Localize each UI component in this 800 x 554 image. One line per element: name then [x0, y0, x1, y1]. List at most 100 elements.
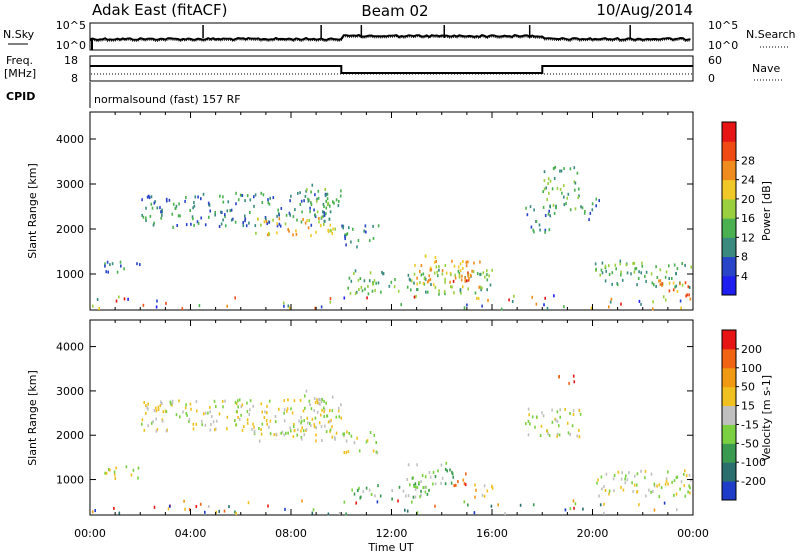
- x-axis-title: Time UT: [367, 541, 413, 554]
- data-cell: [142, 215, 145, 219]
- data-cell: [171, 212, 174, 216]
- data-cell: [141, 213, 143, 217]
- data-cell: [659, 279, 662, 283]
- data-cell: [182, 410, 184, 414]
- data-cell: [253, 425, 255, 429]
- data-cell: [246, 194, 249, 198]
- data-cell: [402, 489, 405, 493]
- data-cell: [222, 200, 225, 204]
- data-cell: [481, 493, 484, 497]
- data-cell: [434, 504, 436, 508]
- data-cell: [573, 380, 576, 384]
- data-cell: [344, 234, 346, 238]
- data-cell: [156, 206, 159, 210]
- data-cell: [291, 411, 294, 415]
- data-cell: [422, 281, 425, 285]
- data-cell: [508, 298, 510, 302]
- data-cell: [209, 405, 211, 409]
- data-cell: [653, 484, 656, 488]
- data-cell: [645, 494, 647, 498]
- data-cell: [679, 282, 681, 286]
- data-cell: [353, 492, 356, 496]
- data-cell: [190, 407, 192, 411]
- data-cell: [258, 427, 260, 430]
- data-cell: [305, 389, 308, 393]
- data-cell: [352, 227, 354, 231]
- data-cell: [136, 262, 138, 266]
- data-cell: [595, 204, 597, 208]
- data-cell: [556, 410, 559, 414]
- freq-left-unit: [MHz]: [4, 67, 36, 80]
- data-cell: [567, 431, 570, 435]
- data-cell: [302, 429, 305, 433]
- data-cell: [224, 224, 227, 228]
- data-cell: [573, 166, 576, 170]
- data-cell: [428, 274, 431, 278]
- data-cell: [165, 197, 168, 201]
- data-cell: [596, 481, 598, 485]
- data-cell: [319, 413, 322, 417]
- data-cell: [278, 217, 281, 221]
- data-cell: [237, 399, 239, 403]
- data-cell: [474, 483, 476, 487]
- data-cell: [532, 503, 535, 507]
- data-cell: [452, 475, 454, 479]
- data-cell: [120, 264, 122, 268]
- data-cell: [436, 270, 438, 274]
- x-tick-label: 00:00: [74, 527, 106, 540]
- data-cell: [673, 263, 676, 267]
- data-cell: [188, 418, 191, 421]
- data-cell: [686, 293, 688, 297]
- velocity-y-axis-label: Slant Range [km]: [26, 370, 39, 466]
- data-cell: [324, 194, 327, 198]
- data-cell: [565, 202, 567, 206]
- data-cell: [223, 509, 226, 513]
- data-cell: [192, 206, 194, 210]
- data-cell: [215, 419, 218, 423]
- data-cell: [438, 292, 440, 296]
- data-cell: [543, 187, 546, 191]
- data-cell: [373, 434, 376, 437]
- data-cell: [338, 199, 340, 203]
- data-cell: [611, 282, 613, 286]
- data-cell: [330, 229, 332, 233]
- data-cell: [200, 216, 202, 220]
- data-cell: [318, 217, 320, 220]
- data-cell: [376, 500, 379, 504]
- data-cell: [283, 411, 285, 415]
- data-cell: [676, 475, 679, 479]
- data-cell: [563, 167, 565, 171]
- data-cell: [300, 421, 302, 425]
- data-cell: [444, 277, 446, 281]
- data-cell: [449, 468, 451, 472]
- data-cell: [656, 484, 658, 488]
- data-cell: [628, 471, 630, 475]
- data-cell: [376, 451, 379, 455]
- data-cell: [676, 290, 679, 293]
- data-cell: [467, 278, 470, 282]
- data-cell: [183, 499, 185, 503]
- data-cell: [434, 475, 437, 478]
- data-cell: [350, 240, 352, 244]
- data-cell: [308, 219, 310, 222]
- data-cell: [651, 281, 654, 285]
- data-cell: [556, 420, 559, 424]
- data-cell: [224, 399, 226, 403]
- data-cell: [409, 278, 411, 282]
- data-cell: [416, 486, 419, 489]
- data-cell: [656, 276, 659, 279]
- colorbar-swatch: [722, 256, 736, 277]
- data-cell: [242, 224, 245, 228]
- data-cell: [253, 430, 256, 434]
- data-cell: [426, 290, 429, 294]
- beam-title: Beam 02: [361, 2, 428, 20]
- data-cell: [328, 217, 331, 221]
- colorbar-tick-label: 20: [741, 193, 755, 206]
- data-cell: [262, 193, 265, 197]
- colorbar-tick-label: 8: [741, 251, 748, 264]
- data-cell: [160, 216, 162, 220]
- data-cell: [244, 219, 246, 223]
- data-cell: [327, 228, 329, 232]
- data-cell: [125, 465, 128, 469]
- data-cell: [269, 196, 271, 200]
